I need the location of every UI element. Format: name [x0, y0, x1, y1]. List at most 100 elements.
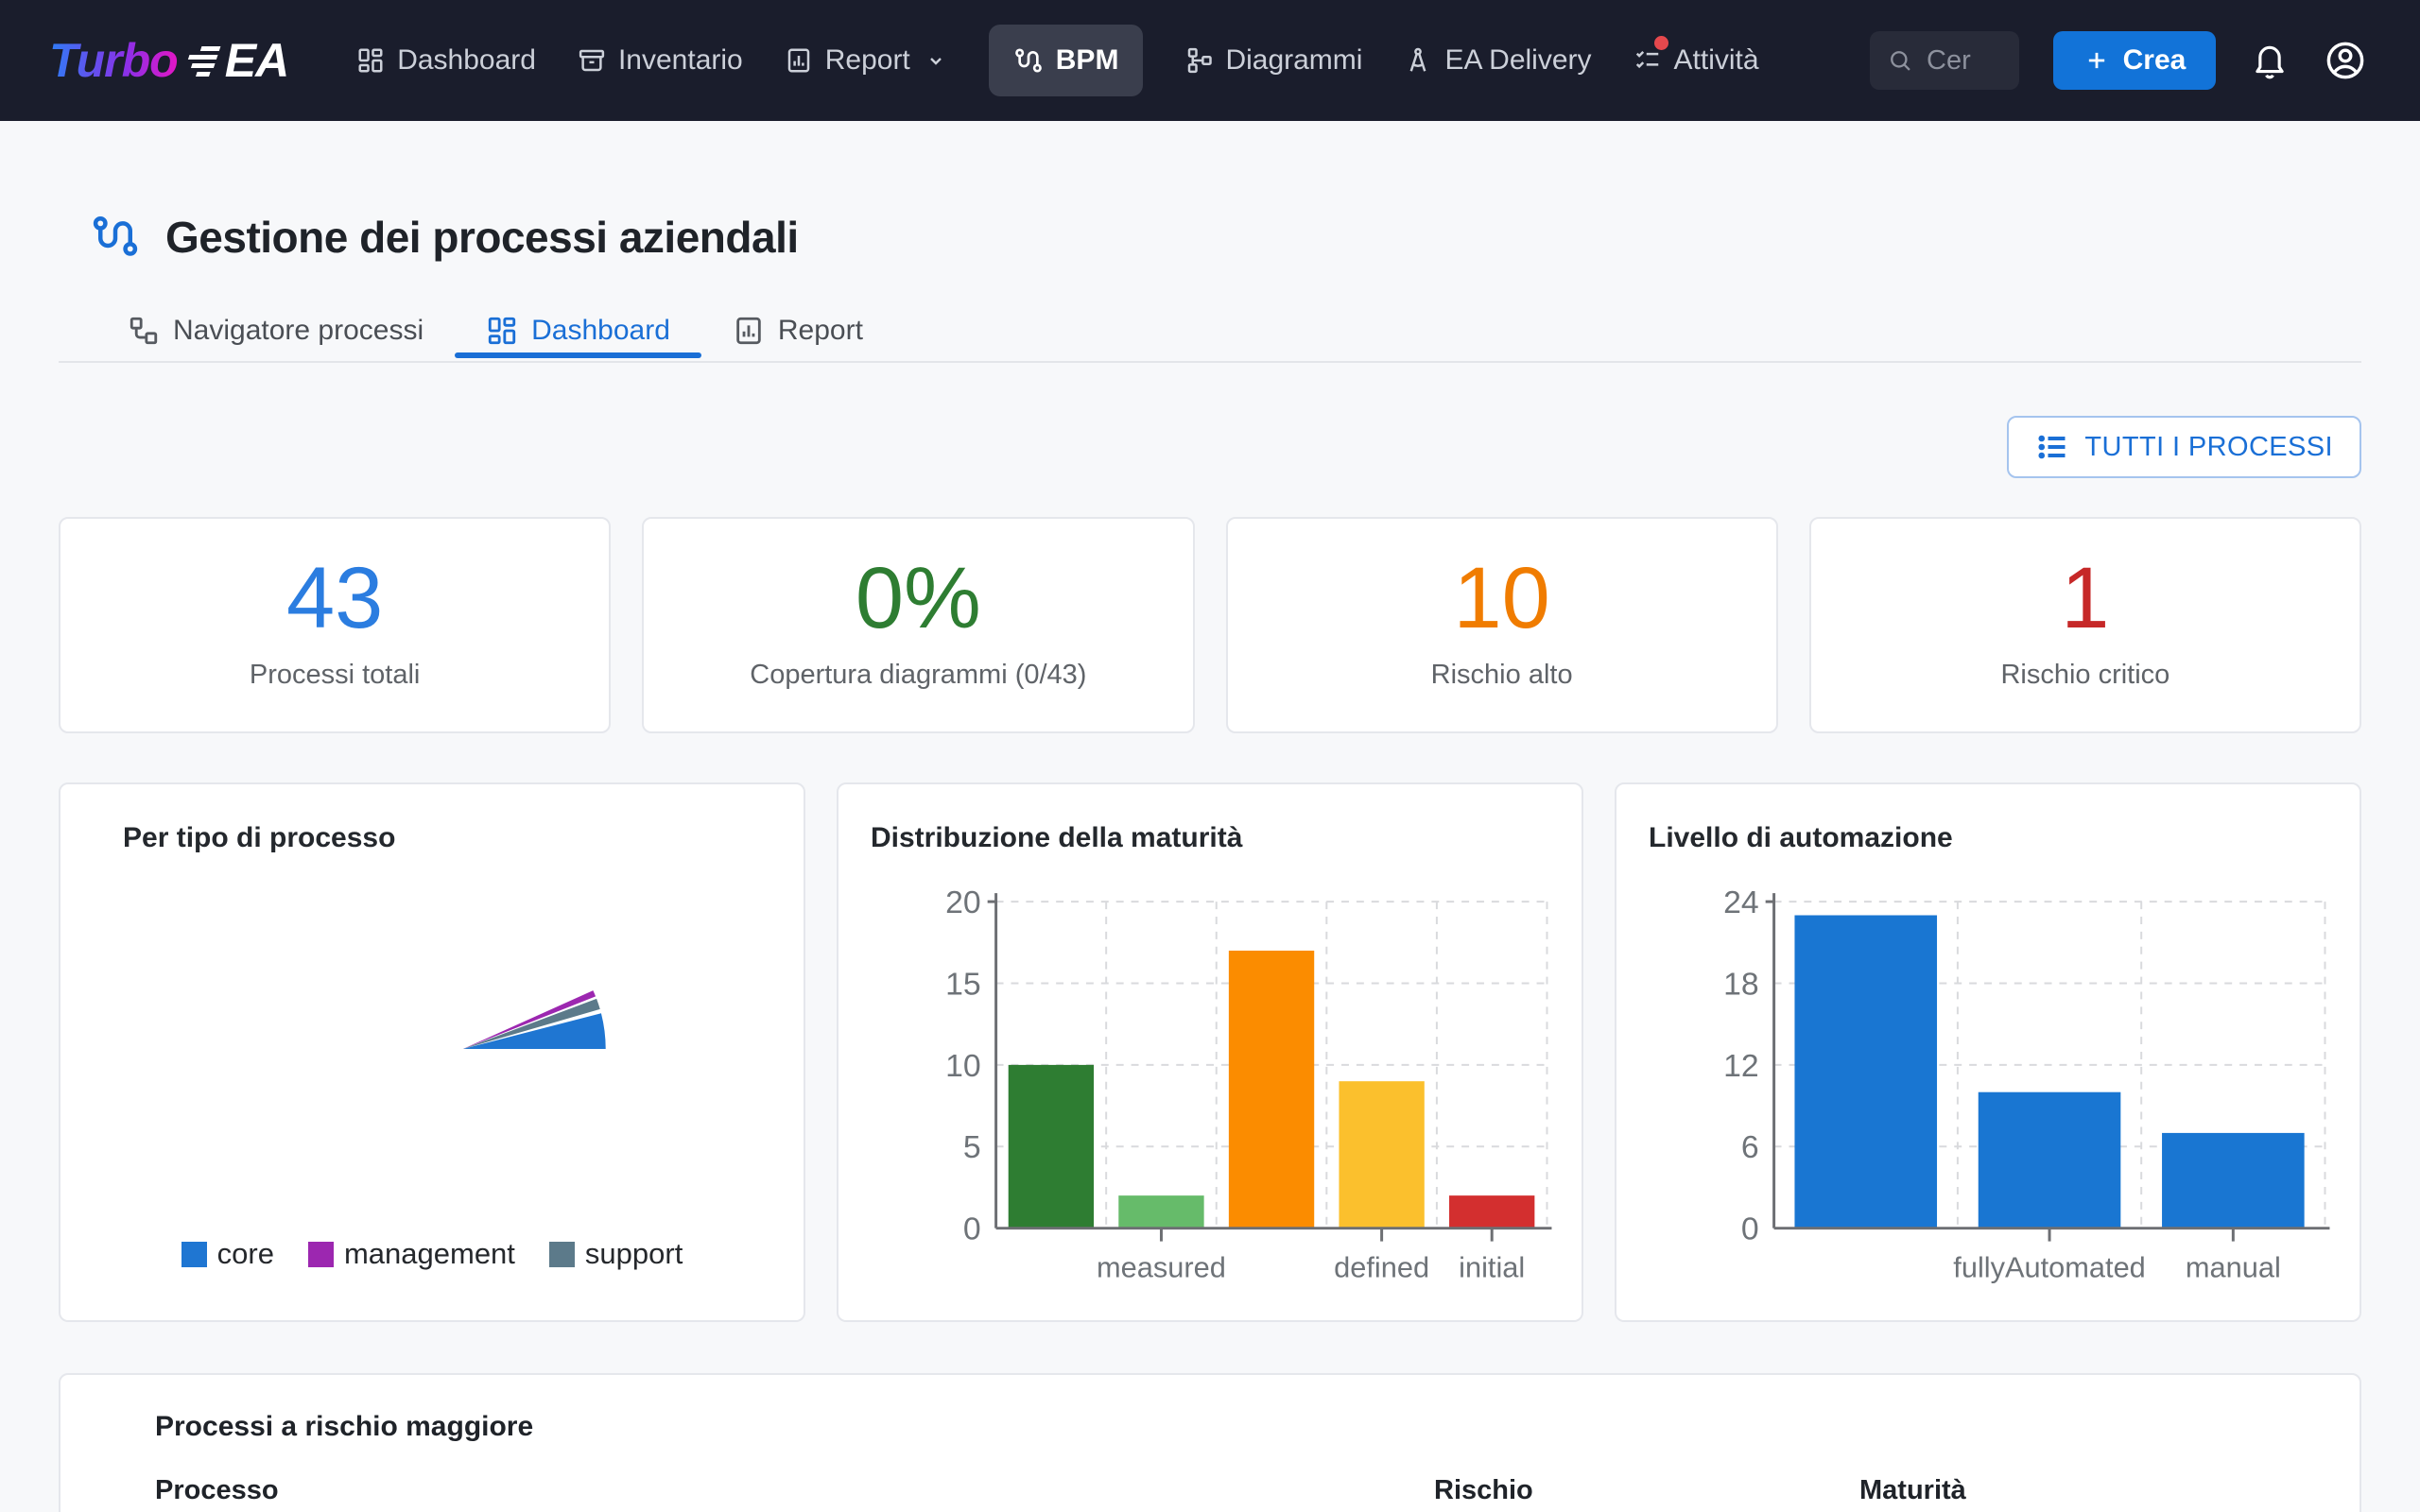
workflow-icon — [130, 317, 158, 345]
stat-card-high-risk: 10 Rischio alto — [1225, 517, 1778, 733]
nav-item-diagrammi[interactable]: Diagrammi — [1184, 44, 1362, 77]
svg-text:12: 12 — [1723, 1048, 1759, 1084]
notifications-button[interactable] — [2250, 41, 2290, 80]
tab-navigatore-processi[interactable]: Navigatore processi — [96, 301, 455, 361]
compass-icon — [1410, 47, 1426, 72]
page-header: Gestione dei processi aziendali — [59, 212, 2361, 263]
tab-bar: Navigatore processi Dashboard Report — [59, 301, 2361, 363]
nav-item-inventario[interactable]: Inventario — [578, 44, 743, 77]
nav-item-report[interactable]: Report — [785, 44, 947, 77]
risk-table-title: Processi a rischio maggiore — [155, 1411, 534, 1442]
report-icon — [787, 48, 809, 73]
stat-card-critical-risk: 1 Rischio critico — [1808, 517, 2361, 733]
maturity-chart-card: Distribuzione della maturità 0 5 10 15 20 mea… — [837, 782, 1583, 1322]
nav-label: BPM — [1055, 44, 1119, 76]
stat-value: 1 — [2061, 550, 2110, 646]
navbar-right: Crea — [1870, 31, 2367, 90]
nav-label: Dashboard — [397, 44, 536, 76]
chart-title: Distribuzione della maturità — [871, 822, 1243, 853]
nav-label: Diagrammi — [1225, 44, 1363, 76]
archive-icon — [579, 49, 605, 72]
plus-icon — [2088, 52, 2104, 69]
all-processes-button[interactable]: TUTTI I PROCESSI — [2007, 416, 2361, 478]
svg-text:6: 6 — [1741, 1129, 1759, 1165]
stat-label: Processi totali — [249, 659, 421, 690]
automation-bar-chart: 0 6 12 18 24 fullyAutomated manual — [1723, 885, 2330, 1283]
brand-logo[interactable]: Turbo EA — [49, 33, 289, 88]
legend-swatch — [307, 1241, 334, 1267]
process-type-pie-chart — [462, 990, 606, 1050]
checklist-icon — [1635, 51, 1658, 69]
svg-text:20: 20 — [945, 885, 981, 920]
svg-text:10: 10 — [945, 1048, 981, 1084]
grid-icon — [488, 317, 516, 345]
legend-label: support — [584, 1237, 683, 1270]
bell-icon — [2256, 45, 2284, 79]
svg-text:24: 24 — [1723, 885, 1759, 920]
nav-item-ea-delivery[interactable]: EA Delivery — [1404, 44, 1592, 77]
route-icon — [1014, 48, 1042, 73]
legend-item-management[interactable]: management — [307, 1237, 515, 1271]
nav-item-attivita[interactable]: Attività — [1634, 36, 1759, 77]
tab-label: Navigatore processi — [173, 315, 424, 346]
nav-label: Inventario — [617, 44, 743, 76]
main-nav: Dashboard Inventario Report BPM — [356, 25, 1759, 96]
pie-legend: core management support — [60, 1237, 804, 1271]
svg-text:5: 5 — [963, 1129, 981, 1165]
stat-label: Rischio critico — [2000, 659, 2170, 690]
tab-label: Dashboard — [531, 315, 670, 346]
stat-label: Copertura diagrammi (0/43) — [750, 659, 1087, 690]
notification-dot — [1653, 36, 1668, 50]
stat-card-total: 43 Processi totali — [59, 517, 612, 733]
automation-chart-card: Livello di automazione 0 6 12 18 24 fullyAuto… — [1615, 782, 2361, 1322]
legend-swatch — [548, 1241, 575, 1267]
svg-text:manual: manual — [2186, 1250, 2281, 1283]
grid-icon — [358, 48, 383, 73]
tab-dashboard[interactable]: Dashboard — [455, 301, 701, 361]
svg-text:18: 18 — [1723, 966, 1759, 1002]
chart-title: Per tipo di processo — [123, 822, 396, 853]
risk-table-header: Processo Rischio Maturità — [60, 1475, 2360, 1506]
report-icon — [736, 317, 761, 345]
stat-value: 0% — [855, 550, 981, 646]
nav-label: EA Delivery — [1444, 44, 1592, 76]
svg-text:15: 15 — [945, 966, 981, 1002]
brand-logo-turbo: Turbo — [49, 34, 179, 87]
nav-item-bpm[interactable]: BPM — [988, 25, 1144, 96]
svg-text:defined: defined — [1334, 1250, 1429, 1283]
process-type-pie-card: Per tipo di processo core management sup… — [59, 782, 805, 1322]
nav-label: Report — [824, 44, 910, 76]
stat-label: Rischio alto — [1430, 659, 1573, 690]
top-navbar: Turbo EA Dashboard Inventario — [0, 0, 2420, 121]
list-icon — [2038, 435, 2066, 459]
tab-label: Report — [777, 315, 863, 346]
nav-item-dashboard[interactable]: Dashboard — [356, 44, 536, 77]
create-button[interactable]: Crea — [2053, 31, 2216, 90]
svg-text:fullyAutomated: fullyAutomated — [1953, 1250, 2146, 1283]
chart-title: Livello di automazione — [1649, 822, 1953, 853]
all-processes-label: TUTTI I PROCESSI — [2084, 431, 2333, 462]
charts-row: Per tipo di processo core management sup… — [59, 782, 2361, 1322]
actions-row: TUTTI I PROCESSI — [59, 416, 2361, 478]
legend-item-core[interactable]: core — [181, 1237, 274, 1271]
svg-text:0: 0 — [963, 1211, 981, 1247]
svg-text:measured: measured — [1097, 1250, 1226, 1283]
global-search[interactable] — [1870, 31, 2019, 90]
legend-label: core — [216, 1237, 274, 1270]
search-icon — [1891, 51, 1910, 71]
account-button[interactable] — [2324, 39, 2367, 82]
nav-label: Attività — [1673, 44, 1759, 76]
account-circle-icon — [2326, 42, 2364, 79]
tab-report[interactable]: Report — [701, 301, 894, 361]
route-icon — [93, 215, 138, 256]
search-input[interactable] — [1927, 44, 2002, 77]
maturity-bar-chart: 0 5 10 15 20 measured defined initial — [945, 885, 1552, 1283]
main-content: Gestione dei processi aziendali Navigato… — [0, 212, 2420, 1512]
speed-lines-icon — [187, 46, 221, 77]
legend-item-support[interactable]: support — [548, 1237, 683, 1271]
stat-value: 43 — [285, 550, 384, 646]
legend-label: management — [343, 1237, 515, 1270]
schema-icon — [1188, 47, 1213, 74]
column-header-processo: Processo — [155, 1475, 279, 1505]
brand-logo-ea: EA — [224, 34, 289, 87]
